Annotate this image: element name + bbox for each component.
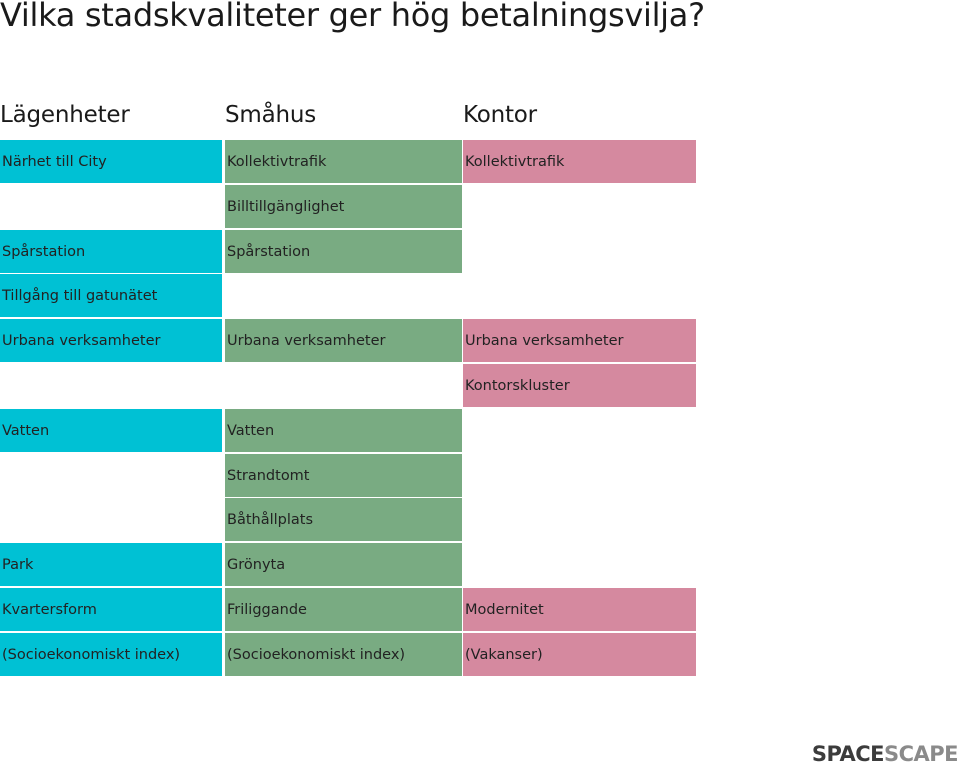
column-header-smahus: Småhus	[225, 102, 317, 128]
logo-part-scape: SCAPE	[883, 742, 959, 766]
page-title: Vilka stadskvaliteter ger hög betalnings…	[0, 0, 705, 34]
cell-smahus: Kollektivtrafik	[225, 140, 462, 183]
cell-smahus: Urbana verksamheter	[225, 319, 462, 362]
cell-smahus: (Socioekonomiskt index)	[225, 633, 462, 676]
cell-kontor: Modernitet	[463, 588, 696, 631]
cell-lagenheter: Vatten	[0, 409, 222, 452]
cell-lagenheter: Urbana verksamheter	[0, 319, 222, 362]
cell-smahus: Båthållplats	[225, 498, 462, 541]
cell-smahus: Spårstation	[225, 230, 462, 273]
cell-kontor: Kontorskluster	[463, 364, 696, 407]
cell-lagenheter: Park	[0, 543, 222, 586]
column-header-kontor: Kontor	[463, 102, 537, 128]
column-header-lagenheter: Lägenheter	[0, 102, 130, 128]
cell-lagenheter: Närhet till City	[0, 140, 222, 183]
cell-smahus: Friliggande	[225, 588, 462, 631]
cell-lagenheter: (Socioekonomiskt index)	[0, 633, 222, 676]
cell-smahus: Vatten	[225, 409, 462, 452]
cell-kontor: Kollektivtrafik	[463, 140, 696, 183]
cell-lagenheter: Spårstation	[0, 230, 222, 273]
cell-smahus: Grönyta	[225, 543, 462, 586]
spacescape-logo: SPACESCAPE	[811, 741, 959, 767]
cell-lagenheter: Kvartersform	[0, 588, 222, 631]
cell-kontor: Urbana verksamheter	[463, 319, 696, 362]
cell-smahus: Billtillgänglighet	[225, 185, 462, 228]
cell-kontor: (Vakanser)	[463, 633, 696, 676]
logo-part-space: SPACE	[811, 742, 885, 766]
cell-lagenheter: Tillgång till gatunätet	[0, 274, 222, 317]
cell-smahus: Strandtomt	[225, 454, 462, 497]
